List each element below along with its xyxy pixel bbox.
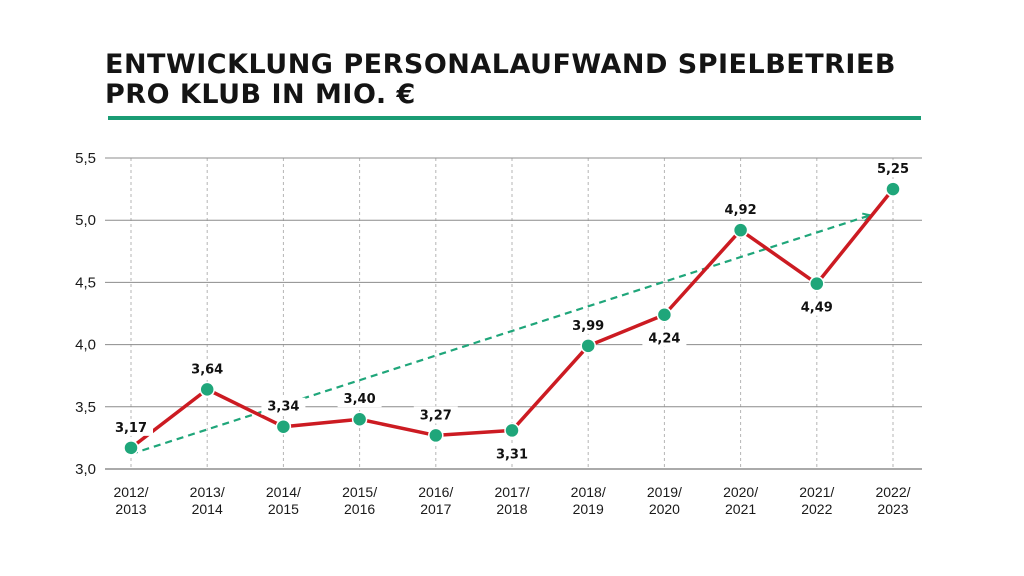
- y-tick-label: 3,5: [75, 399, 96, 416]
- data-point: [351, 411, 368, 427]
- chart-title: ENTWICKLUNG PERSONALAUFWAND SPIELBETRIEB…: [105, 50, 925, 110]
- y-axis-ticks: 3,0 3,5 4,0 4,5 5,0 5,5: [75, 150, 96, 478]
- data-label-bg: [642, 329, 687, 347]
- y-tick-label: 3,0: [75, 461, 96, 478]
- data-label: 4,24: [648, 332, 680, 347]
- chart-title-line-1: ENTWICKLUNG PERSONALAUFWAND SPIELBETRIEB: [105, 49, 897, 80]
- data-point: [199, 381, 215, 398]
- data-point: [428, 427, 444, 444]
- series-line: [129, 187, 895, 450]
- data-label-bg: [109, 418, 153, 436]
- x-tick-label: 2014: [192, 501, 223, 517]
- data-label-bg: [413, 406, 458, 424]
- title-rule: [108, 116, 921, 120]
- data-label-bg: [490, 445, 534, 463]
- x-tick-label: 2019/: [647, 484, 682, 500]
- x-tick-label: 2013: [115, 501, 146, 517]
- x-tick-label: 2017/: [494, 484, 529, 500]
- y-tick-label: 4,0: [75, 337, 96, 354]
- x-tick-label: 2023: [877, 501, 908, 517]
- vertical-gridlines: [130, 158, 894, 469]
- data-point: [504, 422, 520, 439]
- x-tick-label: 2021/: [799, 484, 834, 500]
- data-label: 4,49: [801, 301, 833, 316]
- x-tick-label: 2022: [801, 501, 832, 517]
- data-label: 3,27: [420, 408, 452, 423]
- data-label-bg: [566, 316, 611, 334]
- x-tick-label: 2018: [496, 501, 527, 517]
- x-tick-label: 2016: [344, 501, 375, 517]
- data-label: 3,34: [267, 400, 299, 415]
- trend-line: [130, 215, 870, 456]
- data-label: 3,31: [496, 447, 528, 462]
- data-point: [809, 275, 825, 292]
- x-tick-label: 2017: [420, 501, 451, 517]
- data-label-bg: [794, 298, 839, 316]
- x-tick-label: 2012/: [113, 484, 148, 500]
- data-markers: [123, 181, 901, 456]
- x-axis-ticks: 2012/2013 2013/2014 2014/2015 2015/2016 2016…: [113, 484, 910, 517]
- data-label-bg: [718, 201, 763, 219]
- x-tick-label: 2020/: [723, 484, 758, 500]
- data-label: 3,17: [115, 421, 147, 436]
- x-tick-label: 2015: [268, 501, 299, 517]
- x-tick-label: 2018/: [571, 484, 606, 500]
- series-line-path: [129, 187, 895, 450]
- data-point: [885, 181, 901, 197]
- data-label: 3,40: [344, 392, 376, 407]
- x-tick-label: 2014/: [266, 484, 301, 500]
- x-tick-label: 2015/: [342, 484, 377, 500]
- data-point: [656, 306, 673, 323]
- data-label: 5,25: [877, 162, 909, 177]
- x-tick-label: 2021: [725, 501, 756, 517]
- data-label: 4,92: [725, 203, 757, 218]
- data-labels: 3,17 3,64 3,34 3,40 3,27 3,31 3,99 4,24 4,92 4,49…: [109, 160, 915, 463]
- x-tick-label: 2022/: [875, 484, 910, 500]
- x-tick-label: 2020: [649, 501, 680, 517]
- y-tick-label: 5,5: [75, 150, 96, 167]
- x-tick-label: 2013/: [190, 484, 225, 500]
- trend-arrow: [130, 215, 870, 456]
- y-tick-label: 5,0: [75, 212, 96, 229]
- data-point: [275, 418, 292, 435]
- data-label-bg: [871, 160, 915, 178]
- data-point: [123, 440, 139, 456]
- data-label-bg: [185, 360, 230, 378]
- data-point: [732, 222, 749, 238]
- data-label: 3,99: [572, 319, 604, 334]
- x-tick-label: 2016/: [418, 484, 453, 500]
- data-label: 3,64: [191, 362, 223, 377]
- data-label-bg: [337, 390, 382, 408]
- x-tick-label: 2019: [573, 501, 604, 517]
- y-tick-label: 4,5: [75, 274, 96, 291]
- data-point: [580, 338, 596, 354]
- data-label-bg: [261, 397, 306, 415]
- chart-title-line-2: PRO KLUB IN MIO. €: [105, 79, 416, 110]
